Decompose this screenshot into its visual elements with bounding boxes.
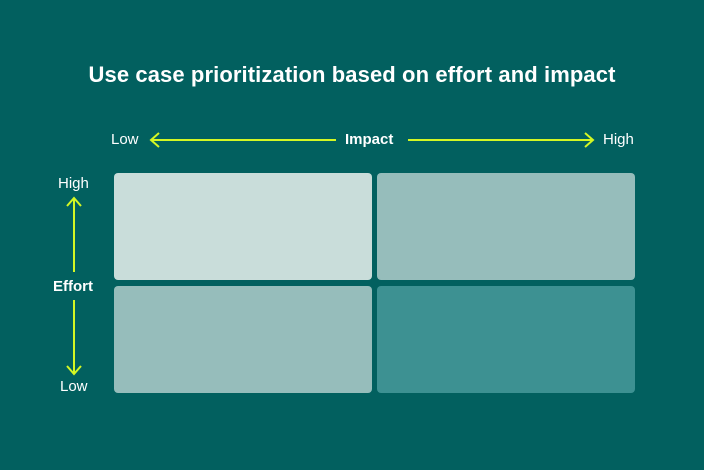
quadrant-low-effort-low-impact [114,286,372,393]
effort-low-label: Low [60,378,88,395]
quadrant-high-effort-high-impact [377,173,635,280]
effort-arrow-down-icon [66,300,82,376]
effort-arrow-up-icon [66,196,82,272]
impact-arrow-right-icon [408,132,595,148]
effort-high-label: High [58,175,89,192]
impact-low-label: Low [111,131,139,148]
effort-axis-title: Effort [53,278,93,295]
quadrant-high-effort-low-impact [114,173,372,280]
impact-high-label: High [603,131,634,148]
impact-axis-title: Impact [345,131,394,148]
quadrant-low-effort-high-impact [377,286,635,393]
page-title: Use case prioritization based on effort … [88,62,616,87]
impact-arrow-left-icon [149,132,336,148]
